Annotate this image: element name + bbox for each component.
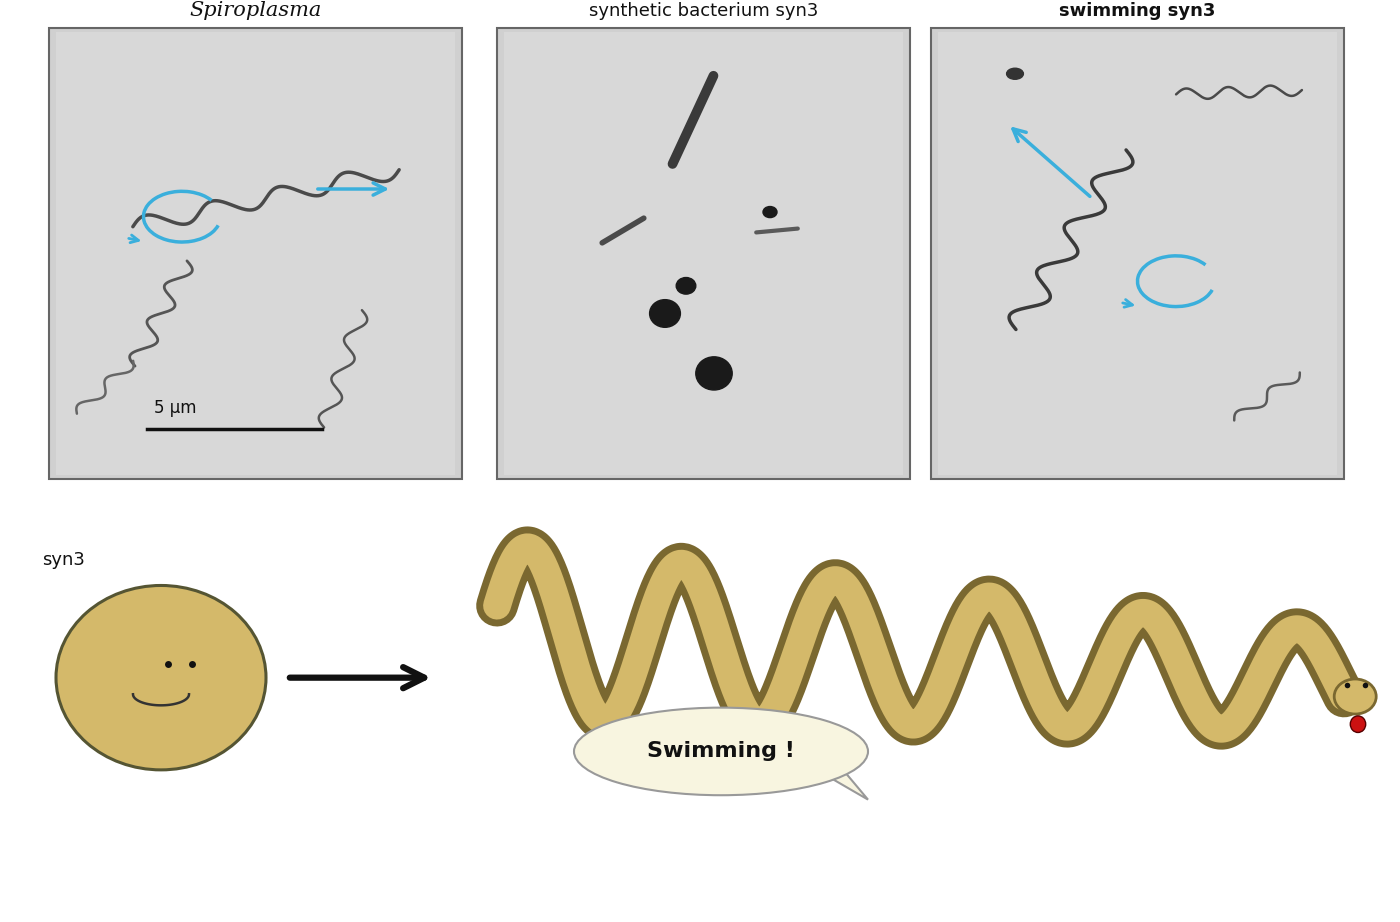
Text: syn3: syn3 — [42, 550, 85, 569]
Text: Swimming !: Swimming ! — [647, 741, 795, 762]
Bar — [938, 32, 1337, 475]
Ellipse shape — [696, 357, 732, 390]
Bar — [56, 32, 455, 475]
Bar — [931, 28, 1344, 479]
Ellipse shape — [676, 278, 696, 294]
Text: synthetic bacterium syn3: synthetic bacterium syn3 — [589, 2, 818, 20]
Ellipse shape — [763, 207, 777, 218]
Bar — [504, 32, 903, 475]
Ellipse shape — [56, 585, 266, 770]
Bar — [497, 28, 910, 479]
Ellipse shape — [574, 708, 868, 795]
Ellipse shape — [1350, 715, 1366, 732]
Text: swimming syn3: swimming syn3 — [1060, 2, 1215, 20]
Ellipse shape — [1334, 679, 1376, 714]
Text: Spiroplasma: Spiroplasma — [189, 1, 322, 20]
Polygon shape — [815, 764, 868, 799]
Bar — [49, 28, 462, 479]
Circle shape — [1007, 68, 1023, 79]
Text: 5 μm: 5 μm — [154, 398, 196, 417]
Ellipse shape — [650, 300, 680, 327]
